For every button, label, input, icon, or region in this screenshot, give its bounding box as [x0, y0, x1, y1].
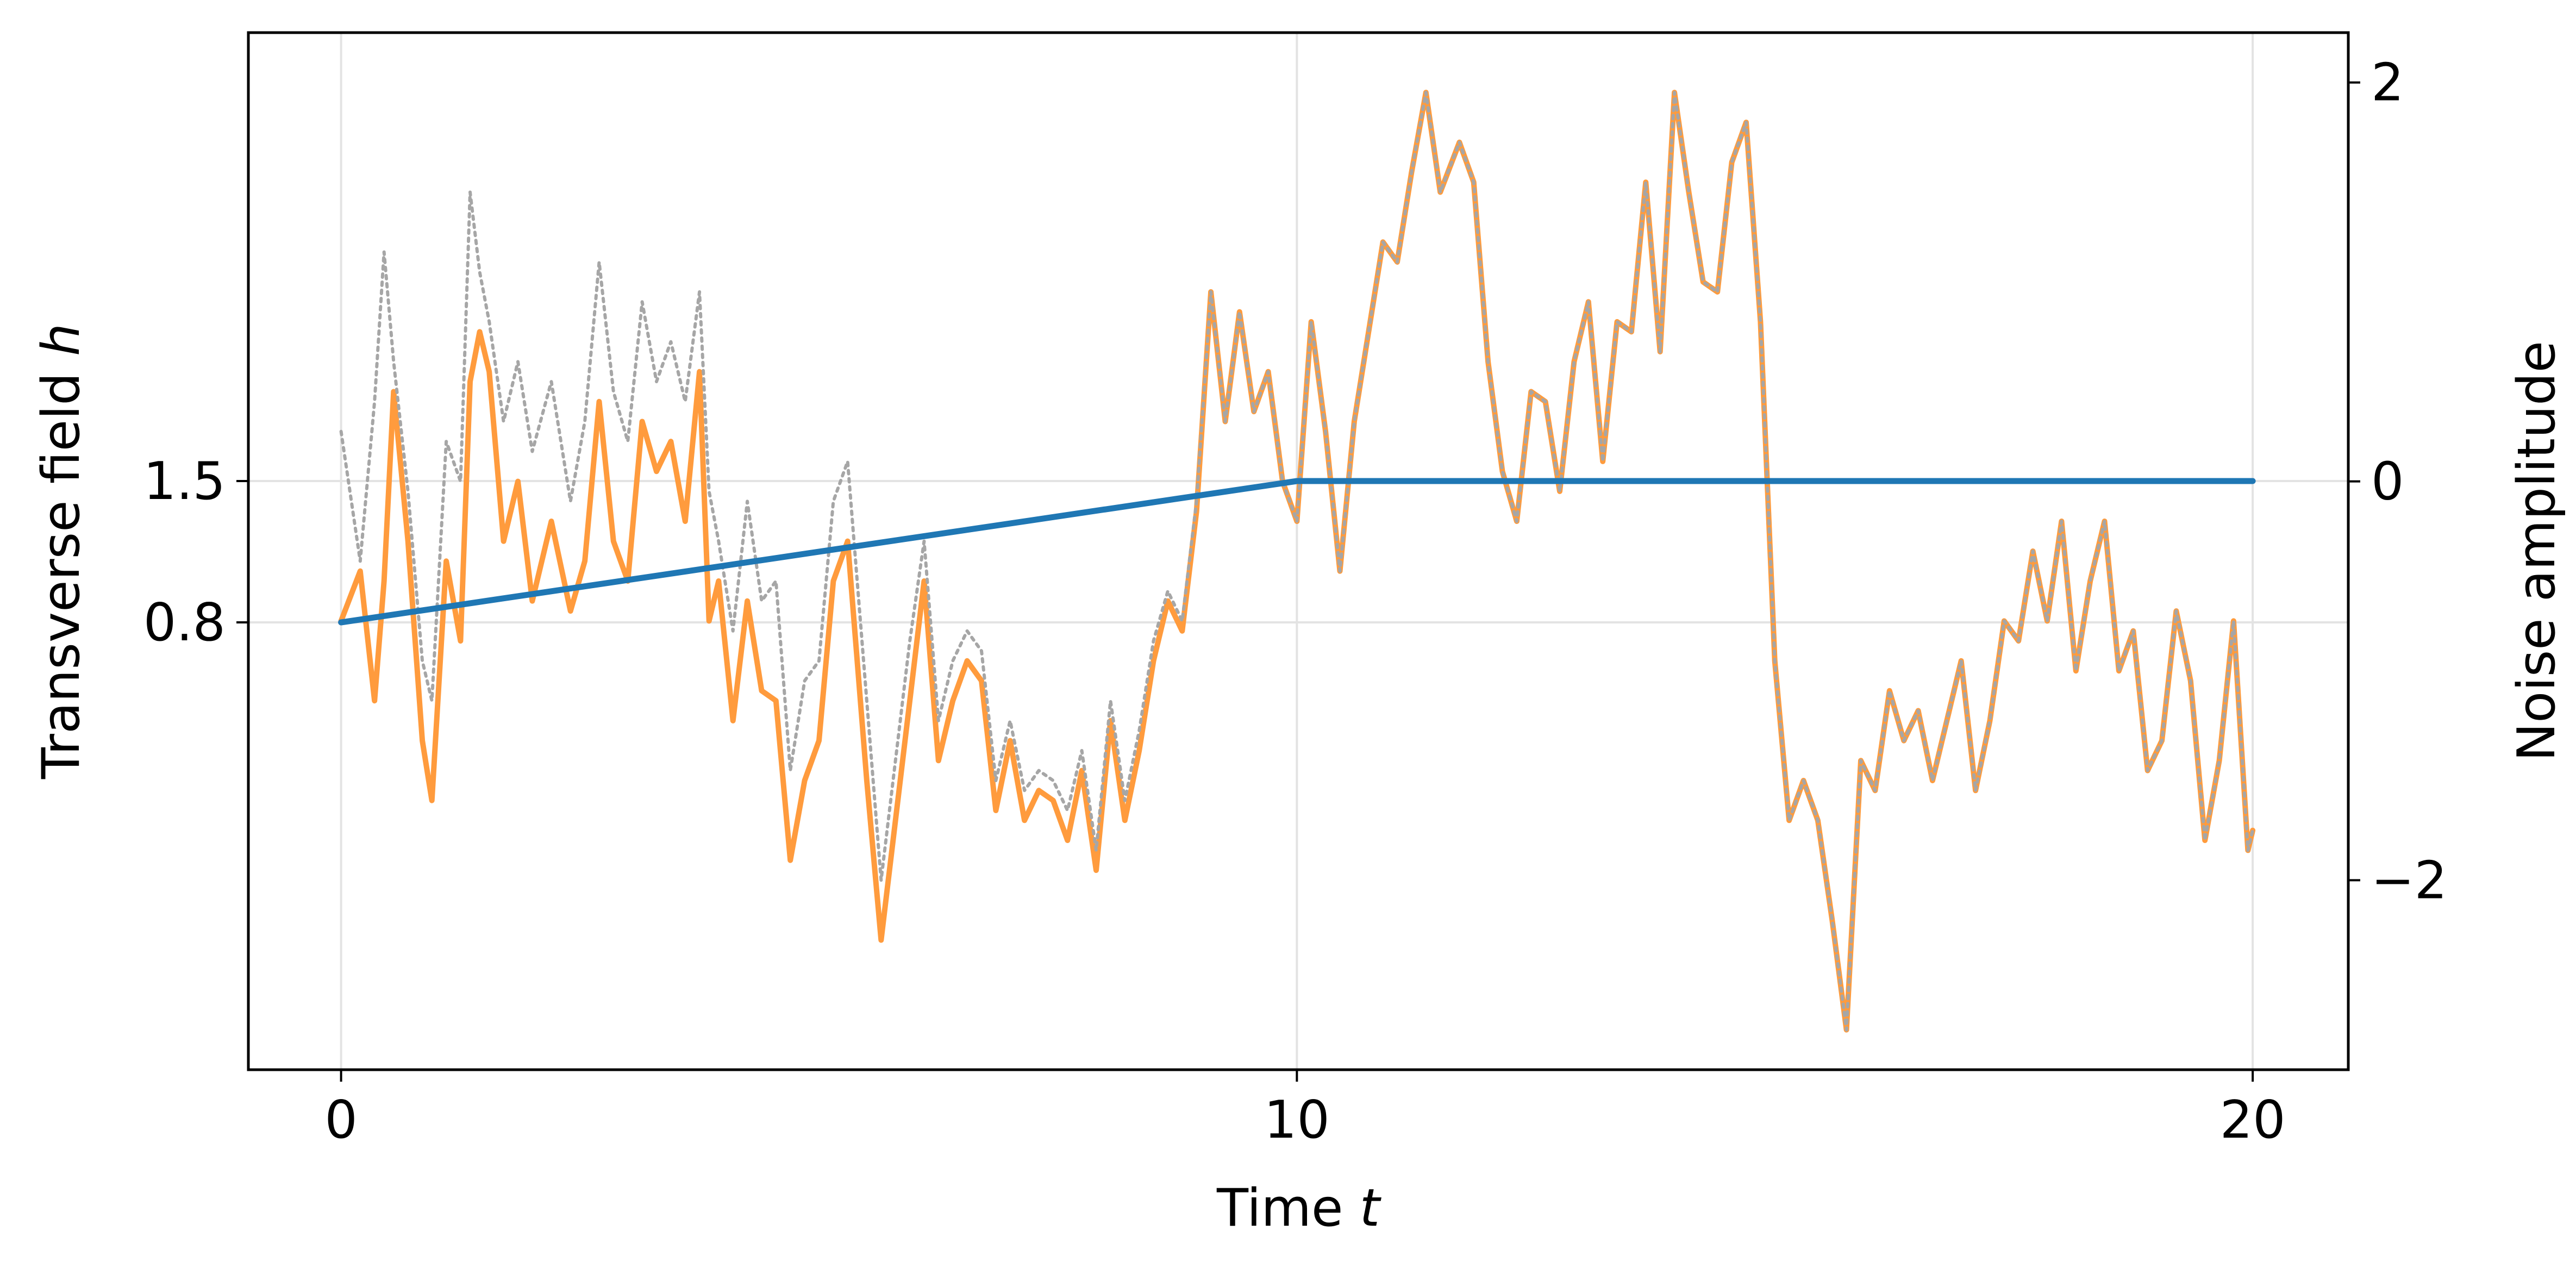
- x-tick-label: 10: [1264, 1090, 1330, 1150]
- left-y-axis-label: Transverse field h: [32, 323, 91, 779]
- left-tick-label: 0.8: [143, 593, 226, 653]
- right-tick-label: −2: [2371, 851, 2447, 910]
- noise-raw-series: [339, 91, 2255, 1032]
- axis-ticks: 0 10 20 0.8 1.5 −2 0 2: [143, 53, 2447, 1150]
- transverse-field-series: [338, 478, 2256, 626]
- right-tick-label: 2: [2371, 53, 2404, 113]
- right-tick-label: 0: [2371, 452, 2404, 512]
- x-tick-label: 0: [324, 1090, 357, 1150]
- right-y-axis-label: Noise amplitude: [2507, 341, 2567, 762]
- x-tick-label: 20: [2220, 1090, 2286, 1150]
- x-axis-label: Time t: [1216, 1178, 1382, 1238]
- plot-area: [338, 90, 2256, 1033]
- left-tick-label: 1.5: [143, 452, 226, 511]
- plot-frame: [247, 31, 2350, 1071]
